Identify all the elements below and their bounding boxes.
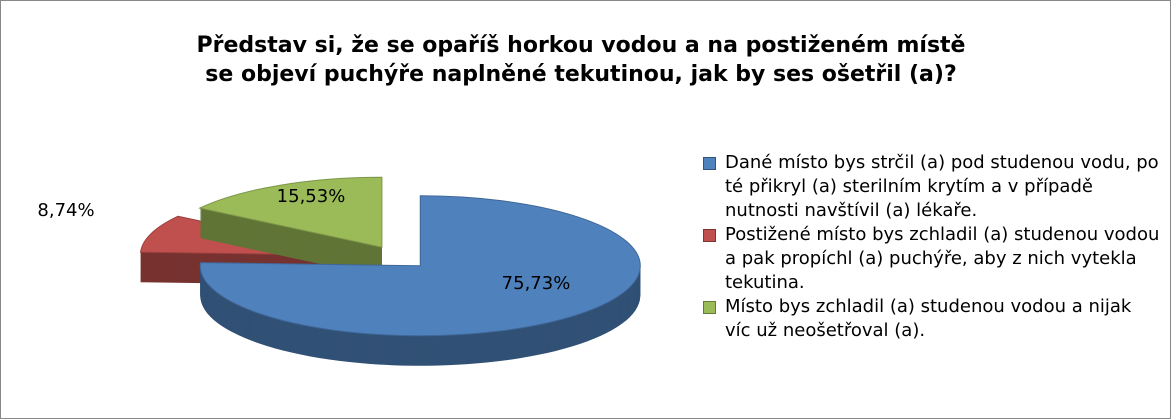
chart-title: Představ si, že se opaříš horkou vodou a…: [196, 33, 966, 87]
data-label: 15,53%: [277, 186, 346, 207]
slice-top: [198, 176, 383, 248]
slice-top: [199, 195, 641, 337]
legend-label: Místo bys zchladil (a) studenou vodou a …: [725, 296, 1132, 341]
data-label: 8,74%: [37, 200, 94, 221]
legend-label: Dané místo bys strčil (a) pod studenou v…: [725, 152, 1159, 221]
legend-swatch: [703, 157, 716, 170]
data-label: 75,73%: [502, 273, 571, 294]
slice: [198, 176, 383, 278]
legend: Dané místo bys strčil (a) pod studenou v…: [701, 151, 1161, 343]
legend-item: Postižené místo bys zchladil (a) studeno…: [701, 223, 1161, 295]
legend-item: Místo bys zchladil (a) studenou vodou a …: [701, 295, 1161, 343]
legend-swatch: [703, 301, 716, 314]
slice: [199, 195, 641, 366]
legend-item: Dané místo bys strčil (a) pod studenou v…: [701, 151, 1161, 223]
legend-label: Postižené místo bys zchladil (a) studeno…: [725, 224, 1160, 293]
legend-swatch: [703, 229, 716, 242]
